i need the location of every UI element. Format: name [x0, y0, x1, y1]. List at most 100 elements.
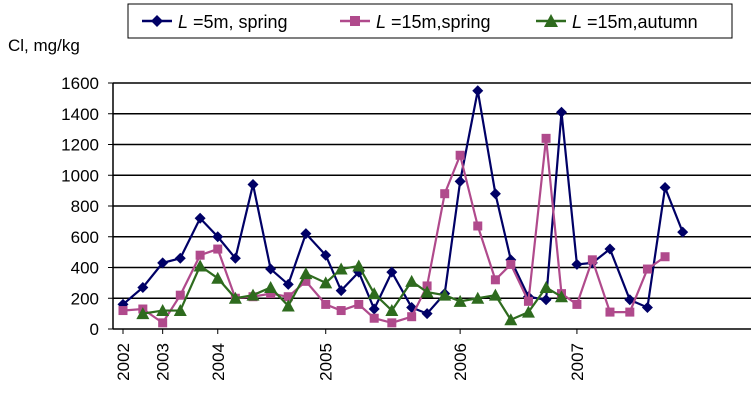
- data-point-triangle: [173, 304, 187, 317]
- x-tick-label: 2005: [317, 343, 336, 381]
- data-point-diamond: [368, 303, 380, 315]
- y-axis-label: Cl, mg/kg: [8, 36, 80, 55]
- y-tick-label: 1000: [61, 166, 99, 185]
- data-point-square: [369, 313, 379, 323]
- data-point-square: [283, 292, 293, 302]
- data-point-diamond: [472, 85, 484, 97]
- data-point-diamond: [604, 243, 616, 255]
- data-point-diamond: [677, 226, 689, 238]
- y-tick-label: 600: [71, 228, 99, 247]
- data-point-triangle: [539, 280, 553, 293]
- x-tick-label: 2003: [154, 343, 173, 381]
- data-point-diamond: [137, 281, 149, 293]
- data-point-square: [321, 299, 331, 309]
- data-point-triangle: [228, 291, 242, 304]
- data-point-triangle: [488, 288, 502, 301]
- x-tick-label: 2006: [451, 343, 470, 381]
- y-tick-label: 1200: [61, 136, 99, 155]
- data-point-square: [336, 306, 346, 316]
- legend-label: L =15m,autumn: [572, 12, 698, 32]
- data-point-diamond: [247, 178, 259, 190]
- data-point-square: [660, 252, 670, 262]
- y-tick-label: 1400: [61, 105, 99, 124]
- legend-item-2: L =15m,spring: [340, 12, 491, 32]
- data-point-diamond: [489, 188, 501, 200]
- data-point-triangle: [504, 313, 518, 326]
- data-point-triangle: [136, 307, 150, 320]
- data-point-triangle: [193, 259, 207, 272]
- data-point-triangle: [352, 259, 366, 272]
- data-point-diamond: [540, 294, 552, 306]
- data-point-diamond: [555, 106, 567, 118]
- data-point-triangle: [156, 304, 170, 317]
- data-point-square: [506, 259, 516, 269]
- legend-item-1: L =5m, spring: [142, 12, 288, 32]
- data-point-diamond: [421, 308, 433, 320]
- data-point-triangle: [420, 285, 434, 298]
- y-tick-label: 400: [71, 259, 99, 278]
- data-point-square: [354, 299, 364, 309]
- series-group: [117, 85, 689, 328]
- data-point-square: [350, 16, 360, 26]
- data-point-square: [440, 189, 450, 199]
- legend-box: [127, 3, 733, 39]
- data-point-square: [213, 244, 223, 254]
- y-tick-labels: 0 200 400 600 800 1000 1200 1400 1600: [61, 74, 113, 339]
- data-point-square: [266, 289, 276, 299]
- data-point-diamond: [151, 15, 163, 27]
- legend-label: L =5m, spring: [178, 12, 288, 32]
- data-point-triangle: [211, 271, 225, 284]
- data-point-square: [175, 290, 185, 300]
- data-point-diamond: [174, 252, 186, 264]
- data-point-triangle: [521, 305, 535, 318]
- legend-item-3: L =15m,autumn: [536, 12, 698, 32]
- data-point-diamond: [282, 278, 294, 290]
- data-point-triangle: [405, 274, 419, 287]
- data-point-square: [490, 275, 500, 285]
- data-point-diamond: [320, 249, 332, 261]
- data-point-square: [195, 250, 205, 260]
- data-point-triangle: [319, 276, 333, 289]
- data-point-diamond: [157, 257, 169, 269]
- data-point-diamond: [386, 266, 398, 278]
- data-point-triangle: [246, 288, 260, 301]
- data-point-diamond: [229, 252, 241, 264]
- data-point-square: [158, 318, 168, 328]
- data-point-diamond: [641, 301, 653, 313]
- data-point-square: [572, 299, 582, 309]
- data-point-square: [605, 307, 615, 317]
- data-point-diamond: [335, 285, 347, 297]
- data-point-triangle: [385, 304, 399, 317]
- x-tick-label: 2007: [568, 343, 587, 381]
- y-tick-label: 1600: [61, 74, 99, 93]
- y-tick-label: 200: [71, 289, 99, 308]
- data-point-triangle: [281, 299, 295, 312]
- data-point-square: [301, 276, 311, 286]
- data-point-diamond: [194, 212, 206, 224]
- data-point-diamond: [571, 258, 583, 270]
- data-point-square: [118, 306, 128, 316]
- data-point-triangle: [299, 267, 313, 280]
- data-point-triangle: [471, 291, 485, 304]
- data-point-triangle: [453, 294, 467, 307]
- x-tick-label: 2002: [114, 343, 133, 381]
- data-point-diamond: [265, 263, 277, 275]
- series-3: [136, 259, 568, 326]
- data-point-triangle: [264, 280, 278, 293]
- data-point-triangle: [334, 262, 348, 275]
- x-tick-labels: 2002 2003 2004 2005 2006 2007: [114, 329, 587, 381]
- data-point-square: [642, 264, 652, 274]
- data-point-diamond: [212, 231, 224, 243]
- data-point-square: [625, 307, 635, 317]
- data-point-triangle: [554, 290, 568, 303]
- data-point-square: [587, 255, 597, 265]
- data-point-square: [473, 221, 483, 231]
- legend-label: L =15m,spring: [376, 12, 491, 32]
- y-tick-label: 0: [90, 320, 99, 339]
- data-point-square: [387, 318, 397, 328]
- data-point-square: [407, 312, 417, 322]
- data-point-triangle: [367, 287, 381, 300]
- data-point-square: [455, 150, 465, 160]
- data-point-diamond: [659, 182, 671, 194]
